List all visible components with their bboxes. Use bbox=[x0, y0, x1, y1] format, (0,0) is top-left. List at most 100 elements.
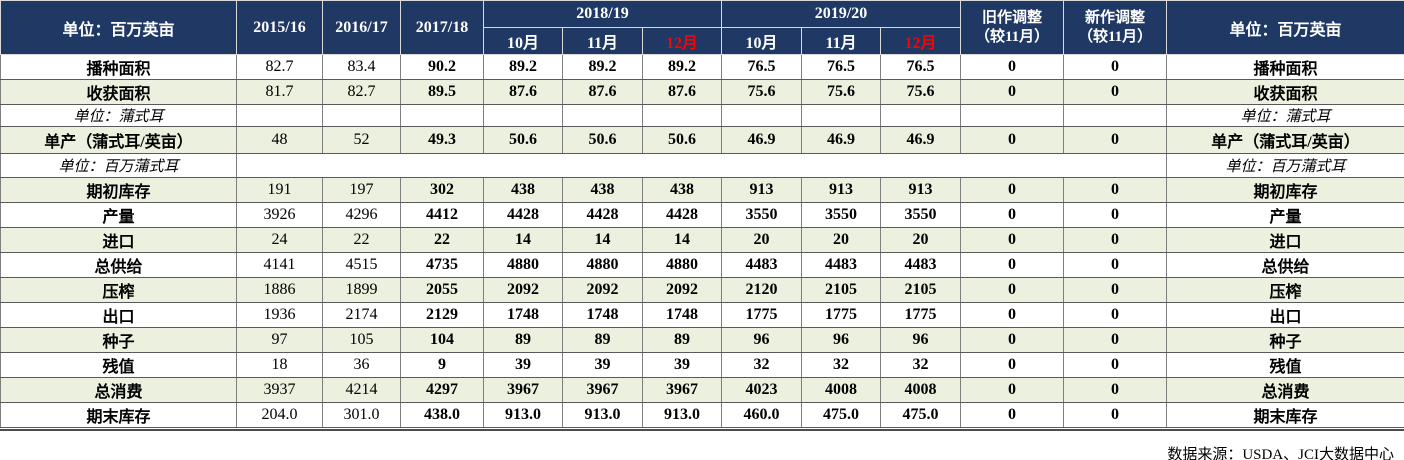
value-cell: 1936 bbox=[236, 302, 323, 328]
value-cell: 0 bbox=[960, 227, 1065, 253]
value-cell: 0 bbox=[1063, 352, 1168, 378]
value-cell: 87.6 bbox=[562, 79, 643, 105]
table-row: 期末库存 204.0 301.0 438.0 913.0 913.0 913.0 460.0 4… bbox=[0, 402, 1404, 428]
value-cell: 89 bbox=[483, 327, 563, 353]
value-cell: 913.0 bbox=[483, 402, 563, 428]
row-label-left: 总消费 bbox=[0, 377, 237, 403]
value-cell: 913.0 bbox=[562, 402, 643, 428]
value-cell: 89 bbox=[562, 327, 643, 353]
empty-cell bbox=[236, 104, 323, 127]
value-cell: 438.0 bbox=[400, 402, 484, 428]
value-cell: 0 bbox=[1063, 227, 1168, 253]
adjustment-header-new-crop: 新作调整 （较11月） bbox=[1063, 0, 1168, 55]
value-cell: 4008 bbox=[880, 377, 962, 403]
value-cell: 0 bbox=[960, 126, 1065, 154]
value-cell: 32 bbox=[721, 352, 803, 378]
adjustment-line: （较11月） bbox=[1077, 28, 1153, 45]
value-cell: 0 bbox=[1063, 277, 1168, 303]
value-cell: 50.6 bbox=[562, 126, 643, 154]
value-cell: 4428 bbox=[641, 202, 723, 228]
table-row: 播种面积 82.7 83.4 90.2 89.2 89.2 89.2 76.5 76.5 76.5… bbox=[0, 54, 1404, 80]
value-cell: 0 bbox=[1063, 54, 1168, 80]
row-label-right: 进口 bbox=[1166, 227, 1404, 253]
value-cell: 89.2 bbox=[562, 54, 643, 80]
value-cell: 0 bbox=[960, 402, 1065, 428]
row-label-right: 种子 bbox=[1166, 327, 1404, 353]
value-cell: 48 bbox=[236, 126, 323, 154]
value-cell: 0 bbox=[1063, 79, 1168, 105]
table-header: 单位：百万英亩 2015/16 2016/17 2017/18 2018/19 … bbox=[0, 0, 1404, 55]
row-label-right: 出口 bbox=[1166, 302, 1404, 328]
value-cell: 2105 bbox=[880, 277, 962, 303]
value-cell: 76.5 bbox=[801, 54, 882, 80]
value-cell: 0 bbox=[960, 352, 1065, 378]
table-row: 种子 97 105 104 89 89 89 96 96 96 0 0 种子 bbox=[0, 327, 1404, 353]
value-cell: 82.7 bbox=[322, 79, 401, 105]
value-cell: 22 bbox=[322, 227, 401, 253]
value-cell: 1899 bbox=[322, 277, 401, 303]
value-cell: 191 bbox=[236, 177, 323, 203]
empty-cell bbox=[801, 104, 882, 127]
row-label-right: 单位：蒲式耳 bbox=[1166, 104, 1404, 127]
value-cell: 4214 bbox=[322, 377, 401, 403]
empty-cell bbox=[641, 104, 723, 127]
table-row: 进口 24 22 22 14 14 14 20 20 20 0 0 进口 bbox=[0, 227, 1404, 253]
value-cell: 4428 bbox=[562, 202, 643, 228]
value-cell: 0 bbox=[960, 79, 1065, 105]
value-cell: 0 bbox=[1063, 377, 1168, 403]
value-cell: 913 bbox=[801, 177, 882, 203]
table-body: 播种面积 82.7 83.4 90.2 89.2 89.2 89.2 76.5 76.5 76.5… bbox=[0, 54, 1404, 428]
row-label-right: 总消费 bbox=[1166, 377, 1404, 403]
value-cell: 39 bbox=[562, 352, 643, 378]
row-label-left: 出口 bbox=[0, 302, 237, 328]
value-cell: 0 bbox=[1063, 327, 1168, 353]
empty-cell bbox=[562, 104, 643, 127]
value-cell: 14 bbox=[483, 227, 563, 253]
month-header: 10月 bbox=[483, 27, 563, 55]
row-label-left: 压榨 bbox=[0, 277, 237, 303]
value-cell: 2105 bbox=[801, 277, 882, 303]
value-cell: 104 bbox=[400, 327, 484, 353]
value-cell: 0 bbox=[960, 177, 1065, 203]
value-cell: 46.9 bbox=[721, 126, 803, 154]
row-label-right: 压榨 bbox=[1166, 277, 1404, 303]
value-cell: 438 bbox=[641, 177, 723, 203]
value-cell: 36 bbox=[322, 352, 401, 378]
table-row: 单产（蒲式耳/英亩） 48 52 49.3 50.6 50.6 50.6 46.9 46.9 46… bbox=[0, 126, 1404, 154]
value-cell: 4297 bbox=[400, 377, 484, 403]
value-cell: 52 bbox=[322, 126, 401, 154]
row-label-right: 单位：百万蒲式耳 bbox=[1166, 153, 1404, 178]
value-cell: 4428 bbox=[483, 202, 563, 228]
row-label-right: 播种面积 bbox=[1166, 54, 1404, 80]
value-cell: 3967 bbox=[562, 377, 643, 403]
merged-empty-cell bbox=[235, 153, 1168, 178]
row-label-left: 进口 bbox=[0, 227, 237, 253]
value-cell: 39 bbox=[641, 352, 723, 378]
group-header: 2018/19 bbox=[482, 0, 723, 28]
value-cell: 2092 bbox=[562, 277, 643, 303]
value-cell: 97 bbox=[236, 327, 323, 353]
value-cell: 1748 bbox=[562, 302, 643, 328]
table-row: 收获面积 81.7 82.7 89.5 87.6 87.6 87.6 75.6 75.6 75.6… bbox=[0, 79, 1404, 105]
value-cell: 1775 bbox=[801, 302, 882, 328]
table-row: 出口 1936 2174 2129 1748 1748 1748 1775 1775 1775 0 0… bbox=[0, 302, 1404, 328]
table-row: 总消费 3937 4214 4297 3967 3967 3967 4023 4008 4008 0… bbox=[0, 377, 1404, 403]
value-cell: 2174 bbox=[322, 302, 401, 328]
empty-cell bbox=[721, 104, 803, 127]
table-row: 残值 18 36 9 39 39 39 32 32 32 0 0 残值 bbox=[0, 352, 1404, 378]
value-cell: 204.0 bbox=[236, 402, 323, 428]
value-cell: 0 bbox=[1063, 177, 1168, 203]
row-label-left: 收获面积 bbox=[0, 79, 237, 105]
row-label-left: 单位：百万蒲式耳 bbox=[0, 153, 237, 178]
table-row: 压榨 1886 1899 2055 2092 2092 2092 2120 2105 2105 0 0… bbox=[0, 277, 1404, 303]
value-cell: 96 bbox=[880, 327, 962, 353]
value-cell: 4483 bbox=[721, 252, 803, 278]
adjustment-header-old-crop: 旧作调整 （较11月） bbox=[960, 0, 1065, 55]
value-cell: 438 bbox=[562, 177, 643, 203]
value-cell: 75.6 bbox=[721, 79, 803, 105]
row-label-left: 期初库存 bbox=[0, 177, 237, 203]
month-header: 11月 bbox=[562, 27, 643, 55]
value-cell: 913 bbox=[721, 177, 803, 203]
empty-cell bbox=[322, 104, 401, 127]
value-cell: 76.5 bbox=[880, 54, 962, 80]
